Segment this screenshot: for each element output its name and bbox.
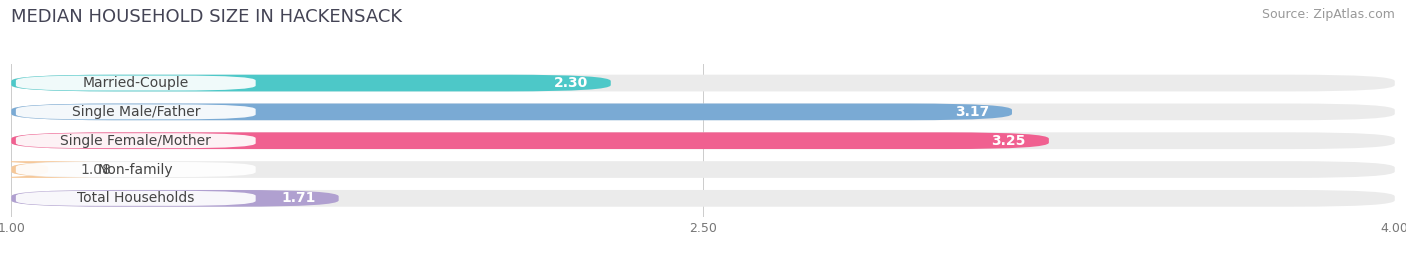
Text: 1.71: 1.71 (281, 191, 315, 205)
Text: 2.30: 2.30 (554, 76, 588, 90)
FancyBboxPatch shape (0, 161, 112, 178)
Text: Total Households: Total Households (77, 191, 194, 205)
FancyBboxPatch shape (15, 76, 256, 91)
FancyBboxPatch shape (15, 191, 256, 206)
FancyBboxPatch shape (11, 132, 1049, 149)
FancyBboxPatch shape (11, 103, 1395, 120)
Text: 1.08: 1.08 (80, 162, 111, 177)
Text: Source: ZipAtlas.com: Source: ZipAtlas.com (1261, 8, 1395, 21)
FancyBboxPatch shape (11, 75, 1395, 91)
FancyBboxPatch shape (11, 161, 1395, 178)
FancyBboxPatch shape (11, 132, 1395, 149)
Text: Non-family: Non-family (98, 162, 173, 177)
Text: Single Female/Mother: Single Female/Mother (60, 134, 211, 148)
FancyBboxPatch shape (11, 103, 1012, 120)
Text: 3.25: 3.25 (991, 134, 1026, 148)
FancyBboxPatch shape (15, 133, 256, 148)
Text: Married-Couple: Married-Couple (83, 76, 188, 90)
FancyBboxPatch shape (11, 190, 1395, 207)
FancyBboxPatch shape (15, 104, 256, 119)
FancyBboxPatch shape (15, 162, 256, 177)
Text: Single Male/Father: Single Male/Father (72, 105, 200, 119)
FancyBboxPatch shape (11, 190, 339, 207)
FancyBboxPatch shape (11, 75, 610, 91)
Text: MEDIAN HOUSEHOLD SIZE IN HACKENSACK: MEDIAN HOUSEHOLD SIZE IN HACKENSACK (11, 8, 402, 26)
Text: 3.17: 3.17 (955, 105, 988, 119)
